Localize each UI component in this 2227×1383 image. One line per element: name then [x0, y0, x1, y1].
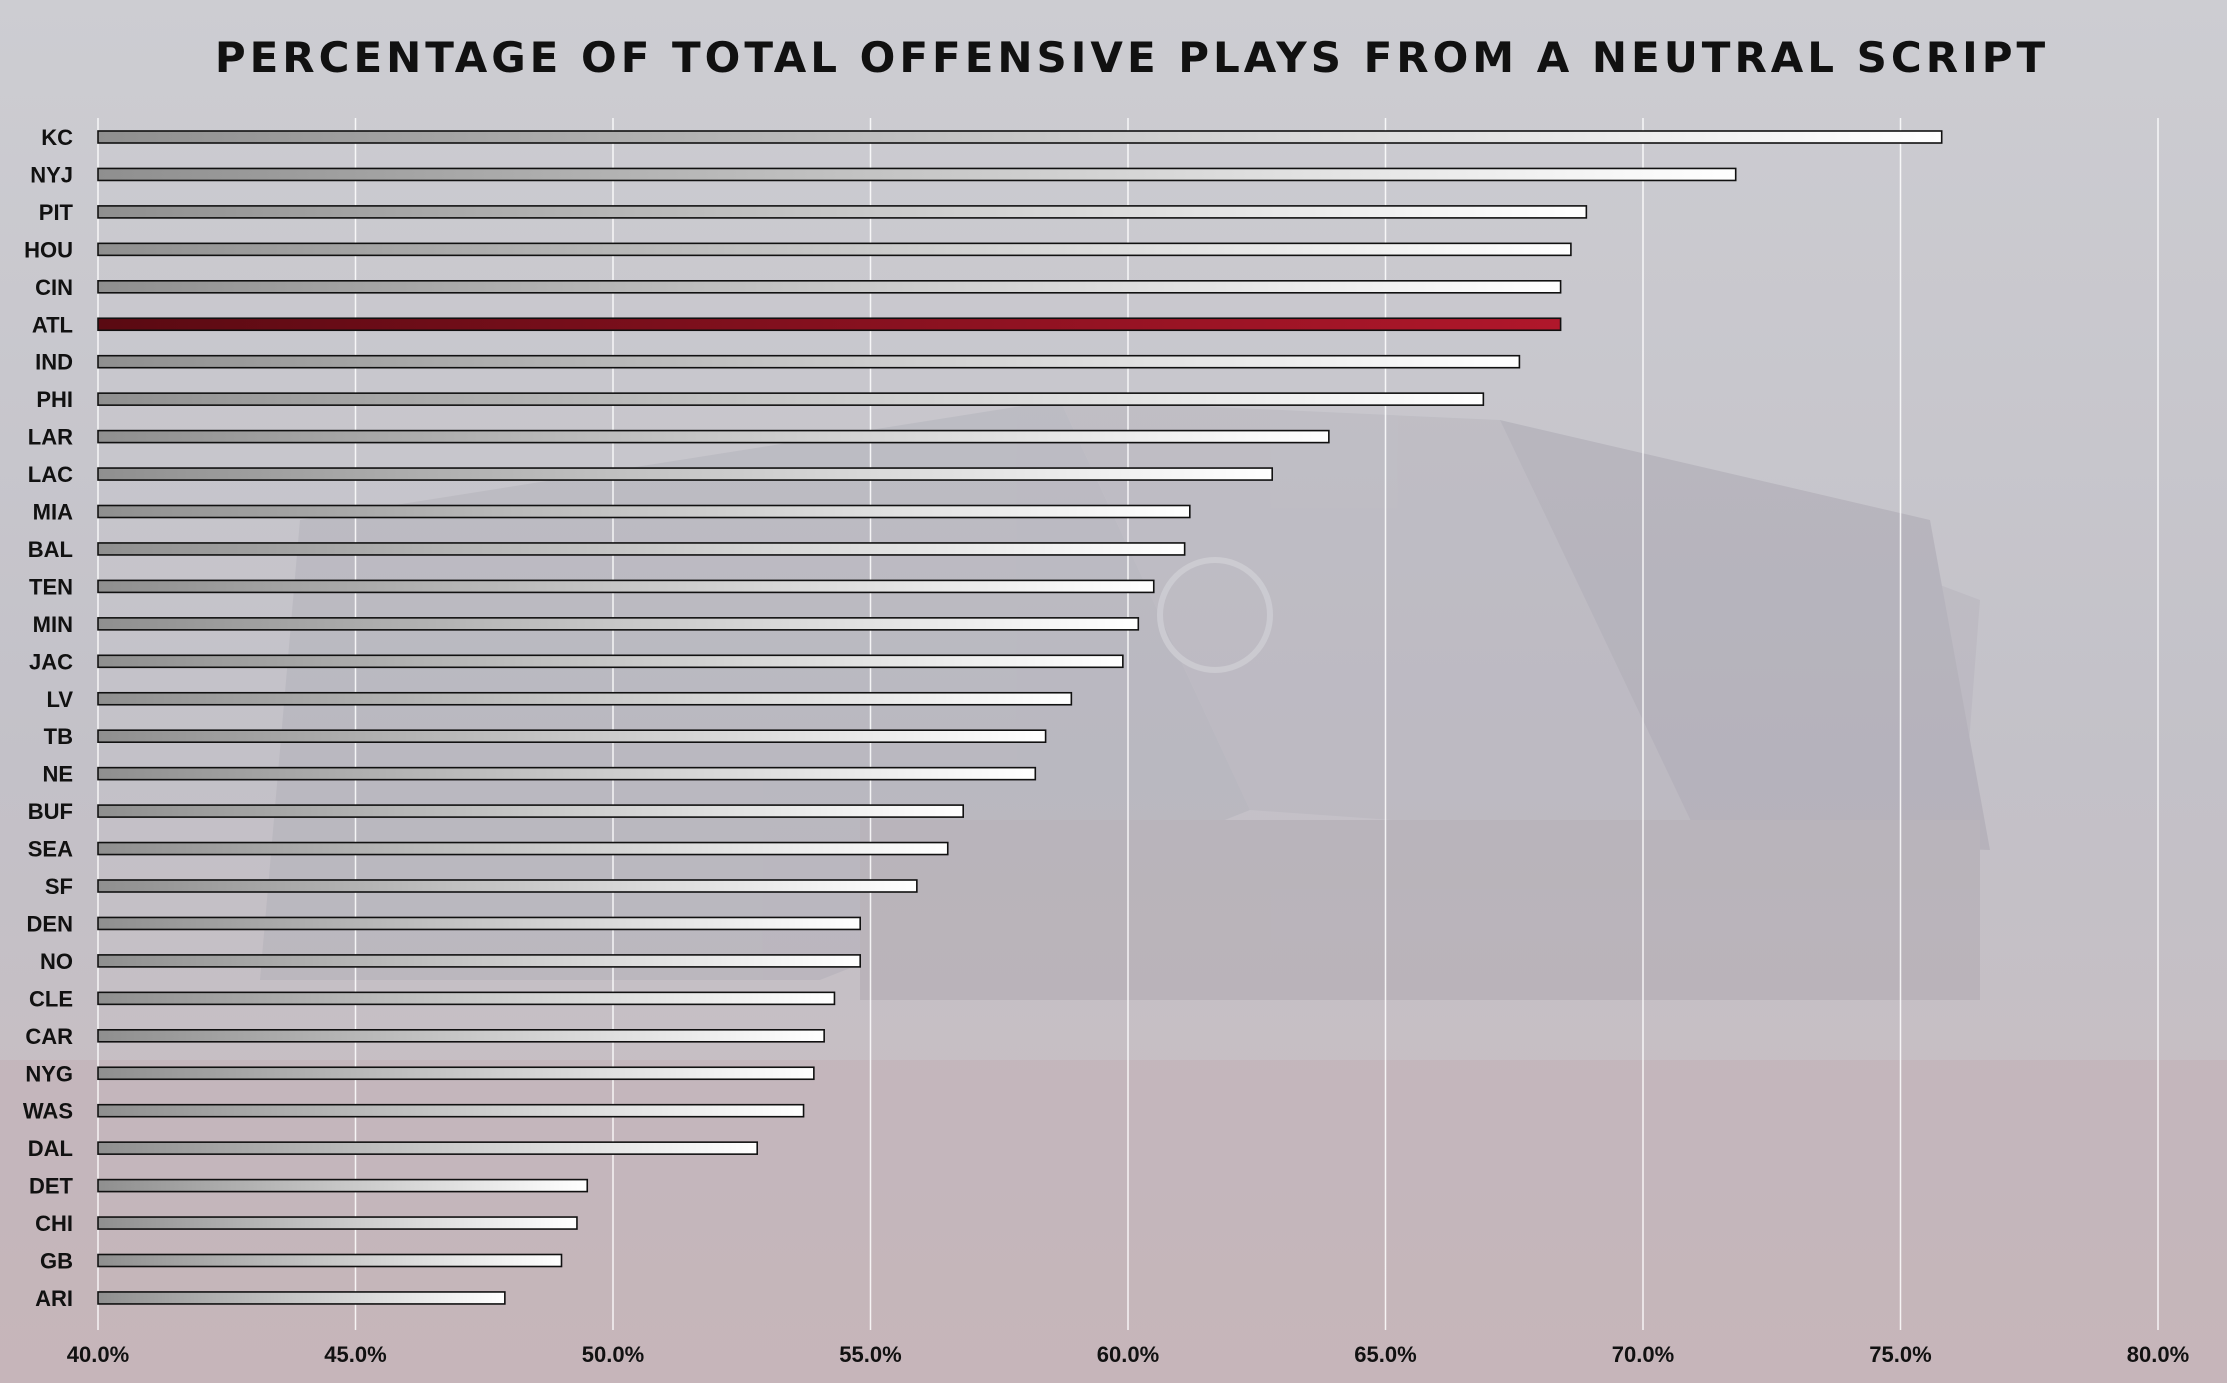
category-label: LAR	[28, 425, 73, 450]
bar	[97, 1141, 759, 1155]
bar	[97, 1291, 506, 1305]
category-label: CLE	[29, 986, 73, 1011]
bar	[97, 467, 1273, 481]
x-tick-label: 45.0%	[324, 1342, 386, 1367]
bar	[97, 504, 1191, 519]
x-tick-label: 75.0%	[1869, 1342, 1931, 1367]
x-axis-tick-labels: 40.0% 45.0% 50.0% 55.0% 60.0% 65.0% 70.0% 75.0%…	[67, 1342, 2189, 1367]
bar	[97, 279, 1562, 294]
category-label: GB	[40, 1249, 73, 1274]
category-label: DEN	[27, 911, 73, 936]
x-tick-label: 60.0%	[1097, 1342, 1159, 1367]
category-label: BAL	[28, 537, 73, 562]
bar	[97, 1216, 578, 1230]
category-label: NYJ	[30, 162, 73, 187]
x-tick-label: 50.0%	[582, 1342, 644, 1367]
bar	[97, 617, 1140, 631]
bar	[97, 1253, 563, 1268]
bar	[97, 429, 1330, 444]
category-label: HOU	[24, 237, 73, 262]
category-label: BUF	[28, 799, 73, 824]
category-label: ATL	[32, 312, 73, 337]
x-tick-label: 65.0%	[1354, 1342, 1416, 1367]
category-label: PIT	[39, 200, 74, 225]
bar	[97, 841, 949, 856]
bar	[97, 542, 1186, 556]
chart-title: PERCENTAGE OF TOTAL OFFENSIVE PLAYS FROM…	[215, 33, 2049, 82]
category-label: JAC	[29, 649, 73, 674]
bar	[97, 654, 1124, 669]
category-label: MIN	[33, 612, 73, 637]
category-label: NYG	[25, 1061, 73, 1086]
category-label: NE	[42, 762, 73, 787]
bar	[97, 167, 1737, 182]
category-label: SEA	[28, 837, 73, 862]
category-label: CAR	[25, 1024, 73, 1049]
bar	[97, 1029, 825, 1043]
category-label: DET	[29, 1174, 74, 1199]
category-label: CIN	[35, 275, 73, 300]
bars	[97, 130, 1943, 1305]
category-label: CHI	[35, 1211, 73, 1236]
bar	[97, 916, 862, 931]
x-tick-label: 70.0%	[1612, 1342, 1674, 1367]
category-label: KC	[41, 125, 73, 150]
bar	[97, 954, 862, 968]
bar	[97, 392, 1485, 406]
category-label: TEN	[29, 574, 73, 599]
category-label: MIA	[33, 500, 73, 525]
category-label: TB	[44, 724, 73, 749]
bar	[97, 991, 836, 1006]
bar	[97, 766, 1037, 781]
category-label: NO	[40, 949, 73, 974]
x-tick-label: 80.0%	[2127, 1342, 2189, 1367]
category-label: PHI	[36, 387, 73, 412]
category-label: IND	[35, 350, 73, 375]
category-label: LV	[47, 687, 74, 712]
bar	[97, 205, 1588, 219]
bar	[97, 691, 1073, 706]
bar-highlight	[97, 317, 1562, 332]
bar	[97, 804, 965, 818]
bar	[97, 1066, 815, 1081]
x-tick-label: 40.0%	[67, 1342, 129, 1367]
category-label: DAL	[28, 1136, 73, 1161]
category-label: WAS	[23, 1099, 73, 1124]
bar	[97, 729, 1047, 744]
bar	[97, 242, 1572, 257]
bar	[97, 1178, 589, 1193]
category-label: SF	[45, 874, 73, 899]
bar	[97, 130, 1943, 144]
bar	[97, 879, 918, 893]
category-labels: KC NYJ PIT HOU CIN ATL IND PHI LAR LAC MIA BAL TEN MI…	[23, 125, 74, 1311]
bar	[97, 579, 1155, 594]
bar	[97, 1103, 805, 1118]
bar	[97, 354, 1521, 369]
category-label: LAC	[28, 462, 73, 487]
x-tick-label: 55.0%	[839, 1342, 901, 1367]
category-label: ARI	[35, 1286, 73, 1311]
